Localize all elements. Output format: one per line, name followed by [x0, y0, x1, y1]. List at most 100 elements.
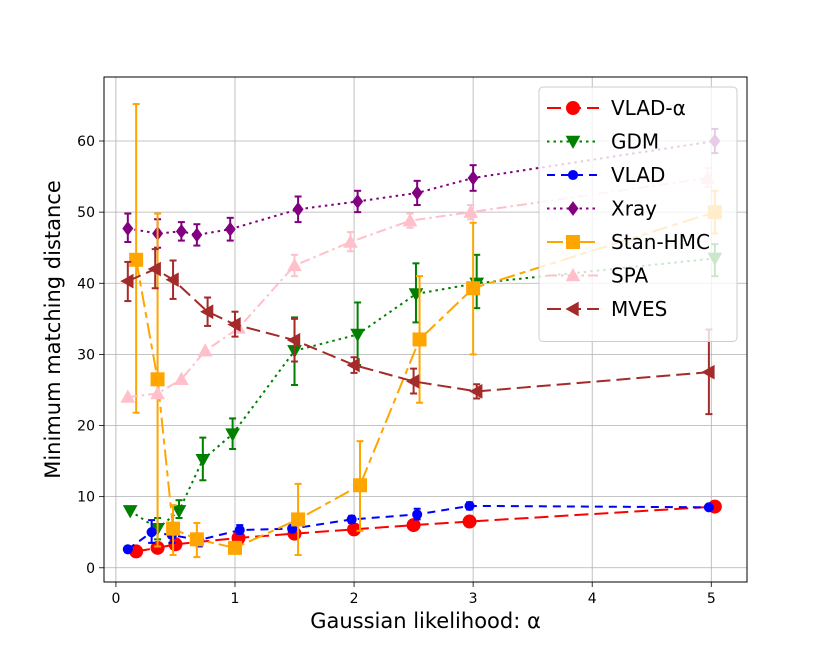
data-point — [411, 185, 423, 201]
data-point — [469, 384, 483, 399]
data-point — [412, 332, 427, 347]
series-line — [127, 504, 709, 551]
series-line — [129, 257, 715, 530]
data-point — [189, 532, 204, 547]
y-tick-label: 50 — [77, 205, 95, 221]
legend-marker — [567, 201, 579, 216]
series-line — [135, 211, 716, 549]
data-point — [352, 194, 364, 209]
legend-label: Stan-HMC — [611, 230, 710, 254]
data-point — [147, 261, 161, 277]
legend-label: VLAD-α — [611, 96, 686, 120]
data-point — [412, 509, 423, 520]
data-point — [197, 343, 213, 357]
data-point — [701, 364, 715, 380]
data-point — [347, 522, 362, 537]
y-tick-label: 40 — [77, 276, 95, 292]
y-tick-label: 30 — [77, 347, 95, 363]
y-tick-label: 20 — [77, 419, 95, 435]
data-point — [122, 505, 138, 519]
y-tick-label: 60 — [77, 134, 95, 150]
data-point — [286, 332, 301, 348]
legend-label: SPA — [611, 264, 648, 288]
legend-label: MVES — [611, 297, 667, 321]
series-xray — [122, 127, 721, 249]
data-point — [200, 304, 214, 320]
data-point — [120, 273, 134, 289]
legend-box — [538, 86, 738, 342]
y-tick-label: 10 — [77, 490, 95, 506]
data-point — [166, 521, 181, 536]
legend-marker — [566, 235, 580, 249]
data-point — [353, 478, 368, 493]
x-tick-label: 0 — [111, 591, 120, 607]
data-point — [191, 227, 203, 243]
data-point — [703, 502, 714, 513]
legend-label: GDM — [611, 130, 659, 154]
data-point — [150, 372, 165, 387]
legend-item: SPA — [547, 264, 648, 288]
legend-item: VLAD — [547, 163, 665, 187]
data-point — [291, 512, 306, 527]
data-point — [234, 525, 245, 536]
x-tick-label: 2 — [350, 591, 359, 607]
legend-item: Stan-HMC — [547, 230, 710, 254]
data-point — [122, 544, 133, 555]
plot-frame — [103, 76, 748, 583]
series-mves — [120, 248, 715, 416]
data-point — [406, 518, 421, 533]
series-layer — [120, 103, 723, 559]
data-point — [406, 374, 420, 389]
x-tick-label: 5 — [707, 591, 716, 607]
legend-item: GDM — [547, 130, 659, 154]
y-axis-title: Minimum matching distance — [41, 180, 65, 479]
data-point — [402, 213, 418, 227]
data-point — [346, 357, 360, 373]
legend-item: VLAD-α — [547, 96, 686, 120]
legend-marker — [565, 135, 581, 150]
x-tick-label: 3 — [469, 591, 478, 607]
data-point — [129, 252, 144, 267]
data-point — [227, 317, 241, 332]
data-point — [467, 170, 479, 186]
data-point — [174, 371, 189, 385]
legend-item: Xray — [547, 197, 657, 221]
data-point — [171, 505, 187, 519]
x-tick-label: 4 — [588, 591, 597, 607]
x-axis-title: Gaussian likelihood: α — [310, 609, 541, 633]
data-point — [165, 272, 179, 288]
data-point — [287, 257, 302, 272]
legend-marker — [565, 267, 581, 282]
data-point — [343, 234, 358, 248]
data-point — [146, 527, 157, 538]
data-point — [150, 385, 165, 400]
data-point — [195, 453, 211, 468]
data-point — [350, 328, 365, 343]
legend: VLAD-α GDM VLAD Xray Stan-HMC SPA MVES — [538, 86, 738, 342]
data-point — [224, 221, 236, 237]
series-line — [127, 267, 709, 393]
data-point — [346, 514, 357, 525]
data-point — [122, 221, 134, 236]
data-point — [175, 224, 187, 239]
data-point — [466, 281, 481, 296]
data-point — [227, 540, 242, 555]
series-vlad — [122, 500, 714, 555]
x-tick-label: 1 — [231, 591, 240, 607]
legend-label: VLAD — [611, 163, 665, 187]
data-point — [292, 201, 304, 217]
data-point — [225, 428, 240, 442]
legend-label: Xray — [611, 197, 657, 221]
data-point — [120, 389, 136, 403]
series-line — [127, 177, 708, 399]
legend-item: MVES — [547, 297, 667, 321]
legend-marker — [565, 301, 579, 317]
data-point — [464, 500, 475, 511]
legend-marker — [567, 169, 579, 181]
data-point — [462, 514, 477, 529]
y-tick-label: 0 — [86, 561, 95, 577]
data-point — [463, 204, 479, 218]
legend-marker — [566, 101, 580, 115]
